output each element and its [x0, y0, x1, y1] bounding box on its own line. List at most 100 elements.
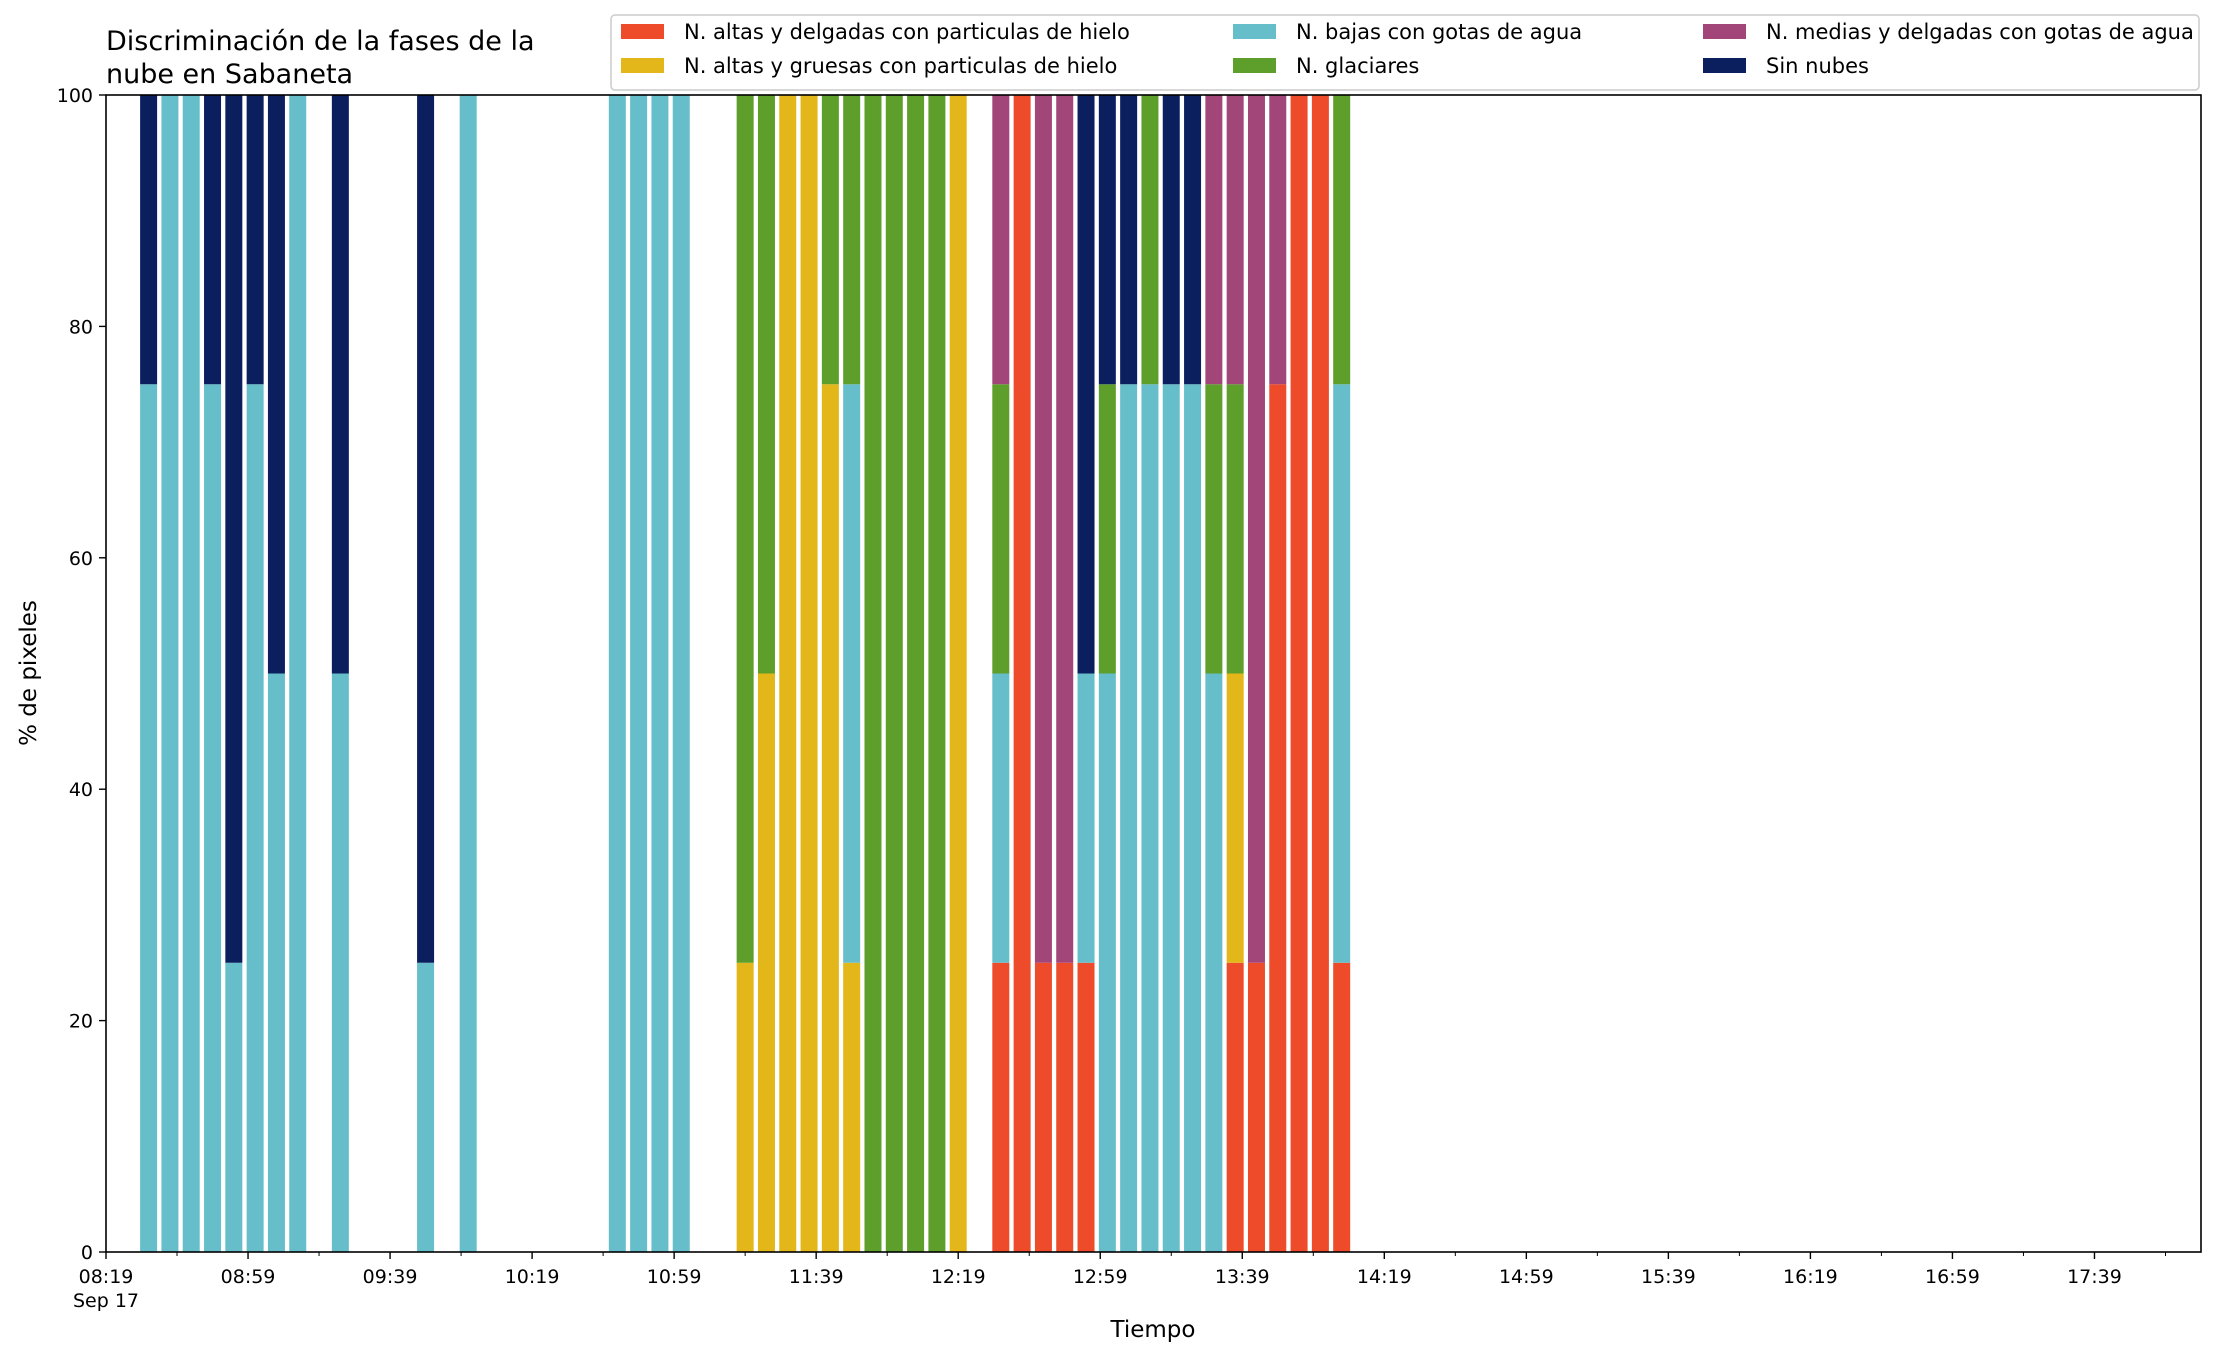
bar-stack [608, 95, 626, 1252]
chart-title: Discriminación de la fases de la nube en… [106, 26, 535, 90]
bar-segment-glacier [736, 95, 754, 963]
bar-segment-glacier [1098, 384, 1116, 674]
bar-segment-low_water [1162, 384, 1180, 1252]
bar-segment-glacier [1226, 384, 1244, 674]
y-tick-label: 80 [69, 316, 93, 338]
bar-segment-thick_ice [821, 384, 839, 1252]
bar-stack [928, 95, 946, 1252]
bar-stack [651, 95, 669, 1252]
bar-stack [630, 95, 648, 1252]
bar-stack [907, 95, 925, 1252]
x-tick-label: 14:19 [1357, 1266, 1412, 1288]
bar-segment-thin_ice [1077, 962, 1095, 1252]
bar-segment-clear [225, 95, 243, 963]
bar-stack [417, 95, 435, 1252]
y-tick-label: 40 [69, 779, 93, 801]
bar-segment-low_water [1077, 673, 1095, 963]
bar-stack [1013, 95, 1031, 1252]
bar-stack [949, 95, 967, 1252]
bar-segment-glacier [1205, 384, 1223, 674]
chart-title-line-1: Discriminación de la fases de la [106, 26, 535, 57]
bar-segment-thin_ice [1311, 95, 1329, 1252]
bar-stack [800, 95, 818, 1252]
bar-segment-clear [417, 95, 435, 963]
bar-segment-low_water [651, 95, 669, 1252]
bar-segment-glacier [864, 95, 882, 1252]
bar-segment-clear [267, 95, 285, 674]
legend-item-thick_ice: N. altas y gruesas con particulas de hie… [621, 54, 1117, 78]
legend: N. altas y delgadas con particulas de hi… [610, 14, 2200, 91]
bar-segment-low_water [267, 673, 285, 1252]
bar-segment-thin_ice [992, 962, 1010, 1252]
bar-segment-low_water [1141, 384, 1159, 1252]
bar-segment-thick_ice [949, 95, 967, 1252]
bar-segment-clear [1098, 95, 1116, 385]
legend-label: N. glaciares [1296, 54, 1419, 78]
bar-stack [1056, 95, 1074, 1252]
bar-stack [1120, 95, 1138, 1252]
bar-segment-mid_water [1205, 95, 1223, 385]
legend-item-thin_ice: N. altas y delgadas con particulas de hi… [621, 20, 1130, 44]
bar-segment-thick_ice [800, 95, 818, 1252]
bar-segment-low_water [992, 673, 1010, 963]
legend-swatch [621, 24, 664, 39]
bar-stack [459, 95, 477, 1252]
bar-segment-low_water [672, 95, 690, 1252]
bar-segment-glacier [1141, 95, 1159, 385]
bar-stack [1141, 95, 1159, 1252]
bar-stack [1226, 95, 1244, 1252]
bar-segment-glacier [907, 95, 925, 1252]
y-axis-label: % de pixeles [16, 600, 42, 746]
bar-stack [843, 95, 861, 1252]
y-axis: 0 20 40 60 80 100 [57, 85, 106, 1264]
bar-segment-glacier [928, 95, 946, 1252]
bar-segment-glacier [821, 95, 839, 385]
bar-stack [672, 95, 690, 1252]
y-tick-label: 0 [81, 1242, 93, 1264]
legend-item-clear: Sin nubes [1703, 54, 1869, 78]
bar-segment-thick_ice [736, 962, 754, 1252]
x-tick-label: 10:19 [505, 1266, 560, 1288]
bar-segment-mid_water [1269, 95, 1287, 385]
x-tick-label: 08:59 [221, 1266, 276, 1288]
x-tick-sublabel: Sep 17 [73, 1290, 139, 1312]
bar-segment-clear [246, 95, 264, 385]
bar-segment-mid_water [1247, 95, 1265, 963]
bar-stack [1333, 95, 1351, 1252]
x-tick-label: 09:39 [363, 1266, 418, 1288]
bar-stack [289, 95, 307, 1252]
bar-stack [885, 95, 903, 1252]
bar-segment-glacier [1333, 95, 1351, 385]
legend-label: N. altas y gruesas con particulas de hie… [684, 54, 1117, 78]
bar-segment-thin_ice [1056, 962, 1074, 1252]
bar-segment-thick_ice [779, 95, 797, 1252]
bar-stack [1184, 95, 1202, 1252]
legend-swatch [621, 58, 664, 73]
x-tick-label: 16:19 [1783, 1266, 1838, 1288]
legend-box [610, 14, 2200, 91]
legend-swatch [1233, 58, 1276, 73]
x-tick-label: 16:59 [1925, 1266, 1980, 1288]
bar-segment-glacier [843, 95, 861, 385]
bar-segment-glacier [885, 95, 903, 1252]
bar-segment-clear [1184, 95, 1202, 385]
bar-segment-mid_water [1034, 95, 1052, 963]
bar-segment-low_water [246, 384, 264, 1252]
bar-segment-mid_water [1056, 95, 1074, 963]
bar-segment-mid_water [992, 95, 1010, 385]
y-tick-label: 100 [57, 85, 93, 107]
legend-label: N. altas y delgadas con particulas de hi… [684, 20, 1130, 44]
bar-segment-thin_ice [1034, 962, 1052, 1252]
y-tick-label: 60 [69, 548, 93, 570]
bar-segment-low_water [1098, 673, 1116, 1252]
bar-segment-thin_ice [1290, 95, 1308, 1252]
bar-segment-thin_ice [1269, 384, 1287, 1252]
x-tick-label: 10:59 [647, 1266, 702, 1288]
bar-segment-clear [204, 95, 222, 385]
bar-stack [1290, 95, 1308, 1252]
bar-stack [821, 95, 839, 1252]
bar-stack [140, 95, 158, 1252]
bar-segment-mid_water [1226, 95, 1244, 385]
bar-segment-thick_ice [1226, 673, 1244, 963]
